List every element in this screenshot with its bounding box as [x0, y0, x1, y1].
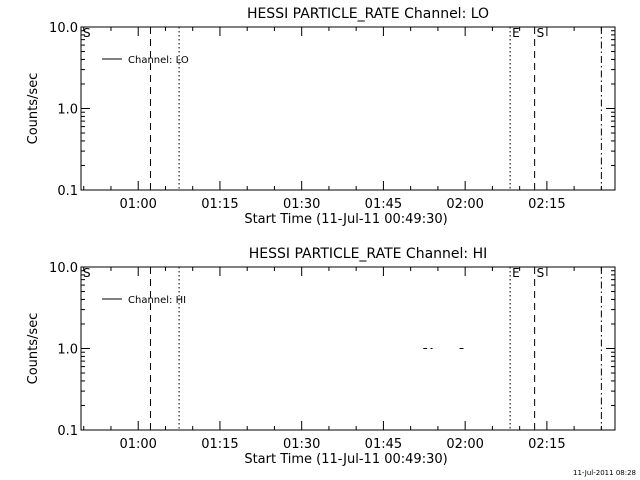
event-marker-label: S — [537, 26, 545, 40]
x-tick-label: 01:00 — [119, 437, 156, 452]
x-axis-label: Start Time (11-Jul-11 00:49:30) — [244, 452, 447, 467]
x-tick-label: 01:45 — [365, 197, 402, 212]
x-tick-label: 02:15 — [528, 197, 565, 212]
chart-panel-2: HESSI PARTICLE_RATE Channel: HI 10.0 1.0 0.… — [26, 246, 616, 467]
x-tick-label: 01:00 — [119, 197, 156, 212]
x-tick-label: 01:45 — [365, 437, 402, 452]
x-tick-label: 02:15 — [528, 437, 565, 452]
y-axis-label: Counts/sec — [26, 73, 41, 145]
event-marker-label: S — [83, 26, 91, 40]
y-tick-label: 0.1 — [57, 424, 78, 439]
y-tick-label: 10.0 — [49, 261, 78, 276]
y-tick-label: 1.0 — [57, 103, 78, 118]
chart-title: HESSI PARTICLE_RATE Channel: LO — [247, 6, 489, 22]
x-tick-label: 01:15 — [201, 437, 238, 452]
x-tick-label: 01:30 — [283, 197, 320, 212]
footer-timestamp: 11-Jul-2011 08:28 — [572, 469, 636, 477]
legend-label: Channel: HI — [128, 295, 186, 306]
y-tick-label: 1.0 — [57, 343, 78, 358]
event-marker-label: S — [537, 266, 545, 280]
event-marker-label: E — [512, 266, 520, 280]
x-tick-label: 01:30 — [283, 437, 320, 452]
y-tick-label: 0.1 — [57, 184, 78, 199]
x-tick-label: 02:00 — [446, 197, 483, 212]
y-tick-label: 10.0 — [49, 21, 78, 36]
x-tick-label: 01:15 — [201, 197, 238, 212]
x-tick-label: 02:00 — [446, 437, 483, 452]
legend-label: Channel: LO — [128, 55, 189, 66]
chart-panel-1: HESSI PARTICLE_RATE Channel: LO 10.0 1.0 0.… — [26, 6, 616, 227]
chart-title: HESSI PARTICLE_RATE Channel: HI — [249, 246, 487, 262]
y-axis-label: Counts/sec — [26, 313, 41, 385]
event-marker-label: E — [512, 26, 520, 40]
x-axis-label: Start Time (11-Jul-11 00:49:30) — [244, 212, 447, 227]
event-marker-label: S — [83, 266, 91, 280]
